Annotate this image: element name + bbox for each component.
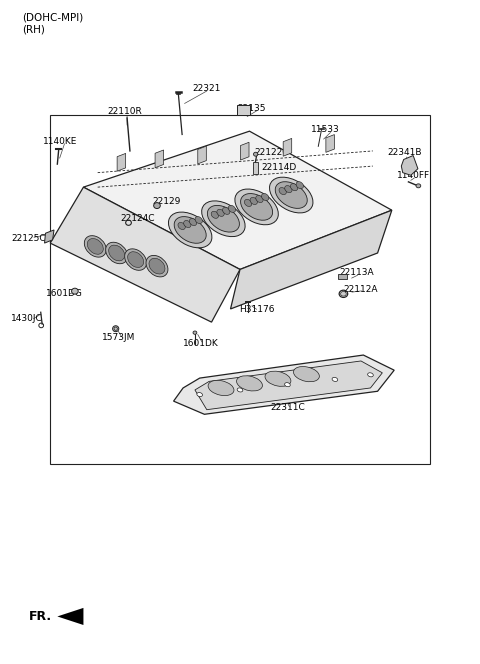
Ellipse shape <box>174 216 206 243</box>
Ellipse shape <box>253 152 258 156</box>
Ellipse shape <box>202 201 245 236</box>
Text: 22125C: 22125C <box>12 234 46 243</box>
Ellipse shape <box>146 256 168 277</box>
Text: 22135: 22135 <box>238 104 266 113</box>
Polygon shape <box>198 146 206 164</box>
Ellipse shape <box>285 186 292 193</box>
Polygon shape <box>57 608 84 625</box>
Ellipse shape <box>240 194 273 220</box>
Ellipse shape <box>341 291 346 296</box>
Ellipse shape <box>168 212 212 248</box>
Text: 22321: 22321 <box>192 84 221 93</box>
Ellipse shape <box>275 182 307 208</box>
Ellipse shape <box>197 392 203 396</box>
Ellipse shape <box>237 376 263 391</box>
Ellipse shape <box>72 288 78 294</box>
Text: 1573JM: 1573JM <box>102 333 136 342</box>
Ellipse shape <box>208 380 234 396</box>
Ellipse shape <box>332 377 338 381</box>
Polygon shape <box>84 131 392 270</box>
Ellipse shape <box>279 187 287 195</box>
Text: (DOHC-MPI): (DOHC-MPI) <box>22 13 83 23</box>
Text: H31176: H31176 <box>239 305 275 314</box>
Ellipse shape <box>244 199 252 207</box>
Ellipse shape <box>285 382 290 386</box>
Text: 22122C: 22122C <box>254 148 289 157</box>
Text: 22124C: 22124C <box>120 214 155 223</box>
Polygon shape <box>195 361 383 410</box>
Ellipse shape <box>84 236 106 257</box>
Ellipse shape <box>189 218 197 226</box>
Text: (RH): (RH) <box>22 25 45 35</box>
Polygon shape <box>401 155 418 175</box>
Ellipse shape <box>296 182 303 189</box>
Text: 1601DK: 1601DK <box>183 339 219 348</box>
Ellipse shape <box>256 195 263 203</box>
Ellipse shape <box>87 238 103 254</box>
Ellipse shape <box>195 216 203 224</box>
Ellipse shape <box>154 203 160 208</box>
Text: 22114D: 22114D <box>261 163 297 172</box>
FancyBboxPatch shape <box>338 274 347 280</box>
Ellipse shape <box>228 205 236 212</box>
Polygon shape <box>155 150 164 168</box>
Text: 22129: 22129 <box>152 197 180 206</box>
Ellipse shape <box>265 371 291 386</box>
Text: 1140KE: 1140KE <box>43 137 77 145</box>
Polygon shape <box>240 142 249 160</box>
Polygon shape <box>326 135 335 152</box>
Ellipse shape <box>269 177 313 213</box>
Ellipse shape <box>250 197 257 205</box>
Polygon shape <box>283 138 292 156</box>
Text: 22110R: 22110R <box>107 107 142 116</box>
Ellipse shape <box>106 242 128 264</box>
Ellipse shape <box>149 258 165 274</box>
Ellipse shape <box>113 326 119 332</box>
Ellipse shape <box>262 193 269 201</box>
Text: 22311C: 22311C <box>271 403 306 412</box>
Text: 1430JC: 1430JC <box>12 314 43 323</box>
Polygon shape <box>174 355 394 414</box>
Polygon shape <box>117 153 126 171</box>
FancyBboxPatch shape <box>253 162 258 174</box>
Ellipse shape <box>416 184 421 188</box>
Bar <box>50 115 430 463</box>
Ellipse shape <box>235 189 278 225</box>
Ellipse shape <box>290 184 298 191</box>
Text: 22341B: 22341B <box>387 148 421 157</box>
Polygon shape <box>45 230 54 243</box>
Ellipse shape <box>108 245 125 261</box>
Ellipse shape <box>368 373 373 377</box>
Text: 1601DG: 1601DG <box>47 290 84 298</box>
Text: FR.: FR. <box>29 610 52 623</box>
Text: 11533: 11533 <box>311 125 340 133</box>
Ellipse shape <box>223 207 230 214</box>
Text: 1140FF: 1140FF <box>396 171 430 180</box>
Ellipse shape <box>178 222 185 230</box>
Ellipse shape <box>128 252 144 268</box>
Ellipse shape <box>184 220 191 228</box>
Ellipse shape <box>293 367 319 382</box>
FancyBboxPatch shape <box>237 106 250 115</box>
Ellipse shape <box>237 388 243 392</box>
Polygon shape <box>50 187 240 322</box>
Ellipse shape <box>217 209 224 216</box>
Ellipse shape <box>193 331 197 334</box>
Text: 22113A: 22113A <box>340 268 374 278</box>
Ellipse shape <box>125 249 146 270</box>
Ellipse shape <box>207 205 240 232</box>
Polygon shape <box>230 210 392 309</box>
Ellipse shape <box>211 211 218 218</box>
Text: 22112A: 22112A <box>343 285 378 293</box>
